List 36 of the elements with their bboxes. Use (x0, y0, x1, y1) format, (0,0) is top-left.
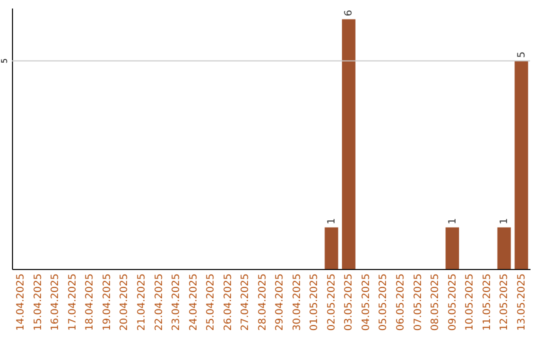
x-tick-label: 02.05.2025 (326, 274, 338, 331)
data-label: 1 (447, 218, 458, 224)
x-tick-label: 21.04.2025 (136, 274, 148, 331)
x-tick-label: 18.04.2025 (84, 274, 96, 331)
x-tick-label: 27.04.2025 (240, 274, 252, 331)
x-tick-label: 24.04.2025 (188, 274, 200, 331)
data-label: 5 (516, 51, 528, 58)
x-tick-label: 14.04.2025 (16, 274, 27, 331)
data-label: 1 (499, 218, 510, 224)
x-tick-label: 01.05.2025 (309, 274, 320, 331)
x-tick-label: 10.05.2025 (464, 274, 476, 331)
x-tick-label: 29.04.2025 (274, 274, 286, 331)
x-tick-label: 19.04.2025 (102, 274, 113, 331)
x-tick-label: 22.04.2025 (154, 274, 165, 331)
x-tick-label: 05.05.2025 (378, 274, 390, 331)
x-tick-label: 17.04.2025 (67, 274, 78, 331)
x-tick-label: 09.05.2025 (447, 274, 458, 331)
x-tick-label: 25.04.2025 (206, 274, 217, 331)
x-tick-label: 03.05.2025 (344, 274, 355, 331)
x-tick-label: 06.05.2025 (396, 274, 406, 331)
x-tick-label: 04.05.2025 (360, 274, 372, 331)
x-tick-label: 11.05.2025 (482, 274, 493, 331)
data-label: 1 (326, 218, 338, 224)
x-tick-label: 23.04.2025 (171, 274, 182, 331)
x-tick-label: 07.05.2025 (412, 274, 424, 331)
x-tick-label: 20.04.2025 (119, 274, 130, 331)
x-tick-label: 15.04.2025 (32, 274, 44, 331)
x-tick-label: 26.04.2025 (222, 274, 234, 331)
data-label: 6 (344, 10, 355, 16)
x-tick-label: 13.05.2025 (516, 274, 528, 331)
x-tick-label: 30.04.2025 (292, 274, 303, 331)
ref-line-label: 5 (0, 58, 9, 64)
x-tick-label: 16.04.2025 (50, 274, 62, 331)
x-tick-label: 08.05.2025 (430, 274, 442, 331)
x-tick-label: 28.04.2025 (257, 274, 268, 331)
x-tick-label: 12.05.2025 (499, 274, 510, 331)
